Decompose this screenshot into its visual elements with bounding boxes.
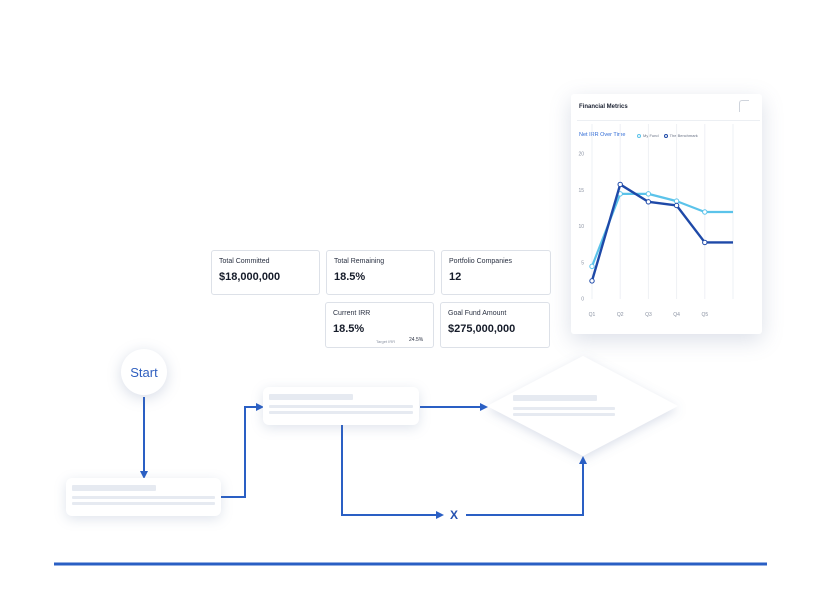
- metric-label: Total Committed: [219, 258, 270, 265]
- flow-task-node[interactable]: [66, 478, 221, 516]
- data-point: [645, 191, 652, 197]
- panel-divider: [577, 120, 760, 121]
- legend-item-benchmark[interactable]: The Benchmark: [663, 133, 698, 138]
- y-tick-label: 5: [581, 260, 584, 266]
- metric-label: Current IRR: [333, 310, 371, 317]
- placeholder-line: [269, 411, 413, 414]
- x-tick-label: Q4: [673, 312, 680, 318]
- metric-label: Goal Fund Amount: [448, 310, 507, 317]
- metric-value: $275,000,000: [448, 323, 516, 335]
- connector-step-to-merge: [341, 425, 444, 519]
- data-point: [673, 202, 680, 209]
- data-point: [702, 209, 708, 215]
- connector-merge-to-decision: [466, 456, 587, 516]
- metric-card-portfolio-companies: Portfolio Companies 12: [441, 250, 551, 295]
- legend-dot-icon: [637, 133, 641, 138]
- connector-task-to-step: [219, 403, 264, 498]
- metric-card-total-remaining: Total Remaining 18.5%: [326, 250, 435, 295]
- placeholder-line: [72, 502, 215, 505]
- merge-node[interactable]: X: [444, 505, 464, 525]
- placeholder-line: [72, 496, 215, 499]
- legend-item-my-fund[interactable]: My Fund: [637, 133, 659, 138]
- chart-legend: My Fund The Benchmark: [637, 133, 703, 138]
- panel-menu-icon[interactable]: [739, 100, 749, 112]
- y-tick-label: 15: [578, 188, 584, 194]
- placeholder-line: [269, 405, 413, 408]
- placeholder-line: [269, 394, 353, 400]
- x-tick-label: Q2: [617, 312, 624, 318]
- data-point: [645, 199, 652, 205]
- placeholder-line: [72, 485, 156, 491]
- metric-card-total-committed: Total Committed $18,000,000: [211, 250, 320, 295]
- metric-card-goal-fund-amount: Goal Fund Amount $275,000,000: [440, 302, 550, 348]
- metric-card-current-irr: Current IRR 18.5% Target IRR 24.5%: [325, 302, 434, 348]
- x-tick-label: Q1: [589, 312, 596, 318]
- metric-value: 18.5%: [334, 271, 366, 283]
- chart-title: Net IRR Over Time: [579, 132, 626, 138]
- data-point: [702, 239, 708, 246]
- target-irr-label: Target IRR: [376, 339, 396, 344]
- flow-step-node[interactable]: [263, 387, 419, 425]
- x-tick-label: Q5: [701, 312, 708, 318]
- y-tick-label: 0: [581, 297, 584, 303]
- metric-value: 12: [449, 271, 462, 283]
- y-tick-label: 10: [578, 224, 584, 230]
- metric-value: $18,000,000: [219, 271, 281, 283]
- panel-title: Financial Metrics: [579, 104, 628, 110]
- series-line: [590, 183, 733, 282]
- merge-label: X: [449, 508, 458, 522]
- data-point: [589, 278, 595, 284]
- metric-value: 18.5%: [333, 323, 365, 335]
- decision-placeholder-line: [513, 395, 597, 401]
- data-point: [589, 263, 595, 270]
- start-node[interactable]: Start: [121, 349, 167, 395]
- legend-label: The Benchmark: [669, 133, 698, 138]
- start-label: Start: [130, 364, 158, 380]
- decision-placeholder-line: [513, 413, 615, 416]
- metric-label: Total Remaining: [334, 258, 385, 265]
- x-tick-label: Q3: [645, 312, 652, 318]
- financial-metrics-panel: Financial Metrics Net IRR Over Time My F…: [571, 94, 762, 334]
- legend-dot-icon: [663, 133, 668, 138]
- target-irr-value: 24.5%: [409, 337, 424, 343]
- metric-label: Portfolio Companies: [449, 258, 513, 265]
- legend-label: My Fund: [643, 133, 659, 138]
- series-line: [590, 192, 733, 267]
- data-point: [617, 181, 623, 188]
- decision-placeholder-line: [513, 407, 615, 410]
- irr-line-chart: 0 5 10 15 20 Q1 Q2 Q3 Q4 Q5: [578, 124, 734, 318]
- y-tick-label: 20: [578, 152, 584, 158]
- decision-diamond[interactable]: [487, 356, 678, 456]
